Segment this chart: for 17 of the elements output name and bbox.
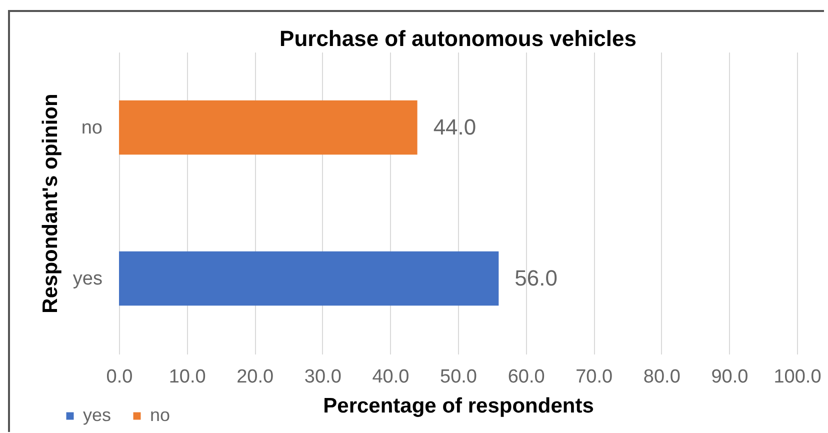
x-tick-label: 20.0 [236,366,274,388]
x-tick-label: 70.0 [576,366,613,388]
legend-label: no [150,405,170,425]
x-tick-label: 40.0 [372,366,410,388]
x-tick-label: 90.0 [711,366,748,388]
x-tick-label: 60.0 [508,366,545,388]
chart-title: Purchase of autonomous vehicles [280,26,636,51]
x-axis-title: Percentage of respondents [323,394,594,418]
x-tick-label: 80.0 [643,366,680,388]
x-tick-label: 0.0 [106,366,133,388]
x-tick-label: 50.0 [440,366,477,388]
y-axis-title: Respondant's opinion [38,94,62,314]
data-label: 44.0 [433,114,476,140]
data-label: 56.0 [514,266,558,290]
x-tick-label: 30.0 [304,366,342,388]
x-tick-label: 100.0 [774,366,822,388]
x-tick-label: 10.0 [168,366,206,388]
